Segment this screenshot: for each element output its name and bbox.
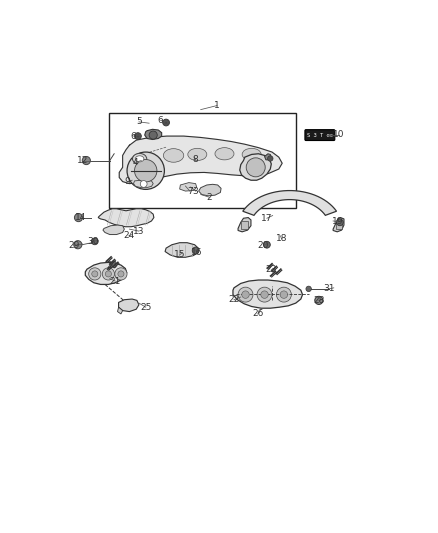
Circle shape	[261, 291, 268, 298]
Circle shape	[264, 241, 270, 248]
Text: 6: 6	[131, 132, 136, 141]
Text: 21: 21	[110, 277, 121, 286]
Polygon shape	[165, 243, 199, 257]
Polygon shape	[98, 209, 154, 227]
Circle shape	[115, 268, 127, 280]
Polygon shape	[243, 191, 336, 215]
Circle shape	[280, 291, 288, 298]
Circle shape	[127, 152, 164, 189]
Text: 19: 19	[332, 217, 344, 226]
Text: 15: 15	[174, 251, 185, 260]
Circle shape	[105, 271, 111, 277]
Circle shape	[242, 291, 249, 298]
Text: 14: 14	[74, 213, 86, 222]
Text: 7: 7	[187, 187, 193, 196]
Circle shape	[74, 214, 83, 222]
Circle shape	[336, 219, 343, 225]
Text: 6: 6	[158, 116, 163, 125]
Text: 26: 26	[252, 310, 263, 319]
Text: 8: 8	[193, 155, 198, 164]
Text: 25: 25	[140, 303, 152, 312]
Text: 28: 28	[313, 296, 325, 305]
Polygon shape	[119, 299, 139, 312]
Circle shape	[246, 158, 265, 177]
Ellipse shape	[135, 156, 144, 162]
Polygon shape	[333, 217, 344, 232]
Text: 23: 23	[106, 261, 117, 270]
Circle shape	[306, 286, 311, 292]
Text: S 3 T ec: S 3 T ec	[307, 133, 333, 138]
Polygon shape	[117, 307, 123, 314]
Circle shape	[140, 181, 147, 188]
Text: 20: 20	[258, 241, 269, 250]
Circle shape	[74, 241, 82, 249]
Ellipse shape	[215, 148, 234, 160]
Text: 10: 10	[333, 130, 344, 139]
Circle shape	[192, 247, 199, 254]
Polygon shape	[238, 217, 251, 232]
Text: 23: 23	[265, 265, 277, 274]
Ellipse shape	[188, 148, 207, 160]
Circle shape	[276, 287, 291, 302]
Text: 5: 5	[136, 117, 142, 126]
Bar	[109, 113, 296, 208]
Circle shape	[92, 271, 98, 277]
Circle shape	[102, 268, 114, 280]
Circle shape	[118, 271, 124, 277]
Text: 1: 1	[214, 101, 220, 110]
Polygon shape	[180, 183, 197, 191]
Polygon shape	[134, 180, 153, 188]
Text: 16: 16	[191, 248, 202, 257]
Circle shape	[268, 156, 273, 161]
Text: 17: 17	[261, 214, 273, 223]
Ellipse shape	[132, 154, 147, 164]
Polygon shape	[233, 280, 303, 308]
Ellipse shape	[163, 149, 184, 162]
FancyBboxPatch shape	[305, 130, 335, 141]
Circle shape	[134, 133, 141, 140]
Text: 3: 3	[193, 187, 198, 196]
Circle shape	[134, 159, 157, 182]
Text: 24: 24	[123, 231, 134, 240]
Circle shape	[238, 287, 253, 302]
Polygon shape	[199, 184, 221, 196]
Text: 2: 2	[206, 193, 212, 201]
Text: 12: 12	[77, 156, 88, 165]
Bar	[336, 221, 342, 229]
Polygon shape	[265, 154, 271, 160]
Polygon shape	[240, 154, 271, 180]
Text: 29: 29	[69, 241, 80, 250]
Text: 4: 4	[133, 158, 138, 167]
Circle shape	[315, 296, 323, 304]
Text: 30: 30	[87, 237, 99, 246]
Text: 22: 22	[228, 295, 240, 304]
Text: 18: 18	[276, 234, 287, 243]
Polygon shape	[119, 136, 282, 184]
Text: 31: 31	[323, 284, 335, 293]
Circle shape	[92, 238, 98, 245]
Ellipse shape	[242, 148, 261, 160]
Circle shape	[257, 287, 272, 302]
Bar	[241, 221, 248, 229]
Text: 9: 9	[125, 177, 131, 186]
Polygon shape	[85, 262, 127, 285]
Circle shape	[88, 268, 101, 280]
Circle shape	[82, 157, 90, 165]
Circle shape	[162, 119, 170, 126]
Circle shape	[149, 131, 157, 139]
Polygon shape	[145, 130, 162, 140]
Text: 13: 13	[133, 227, 145, 236]
Polygon shape	[103, 225, 124, 235]
